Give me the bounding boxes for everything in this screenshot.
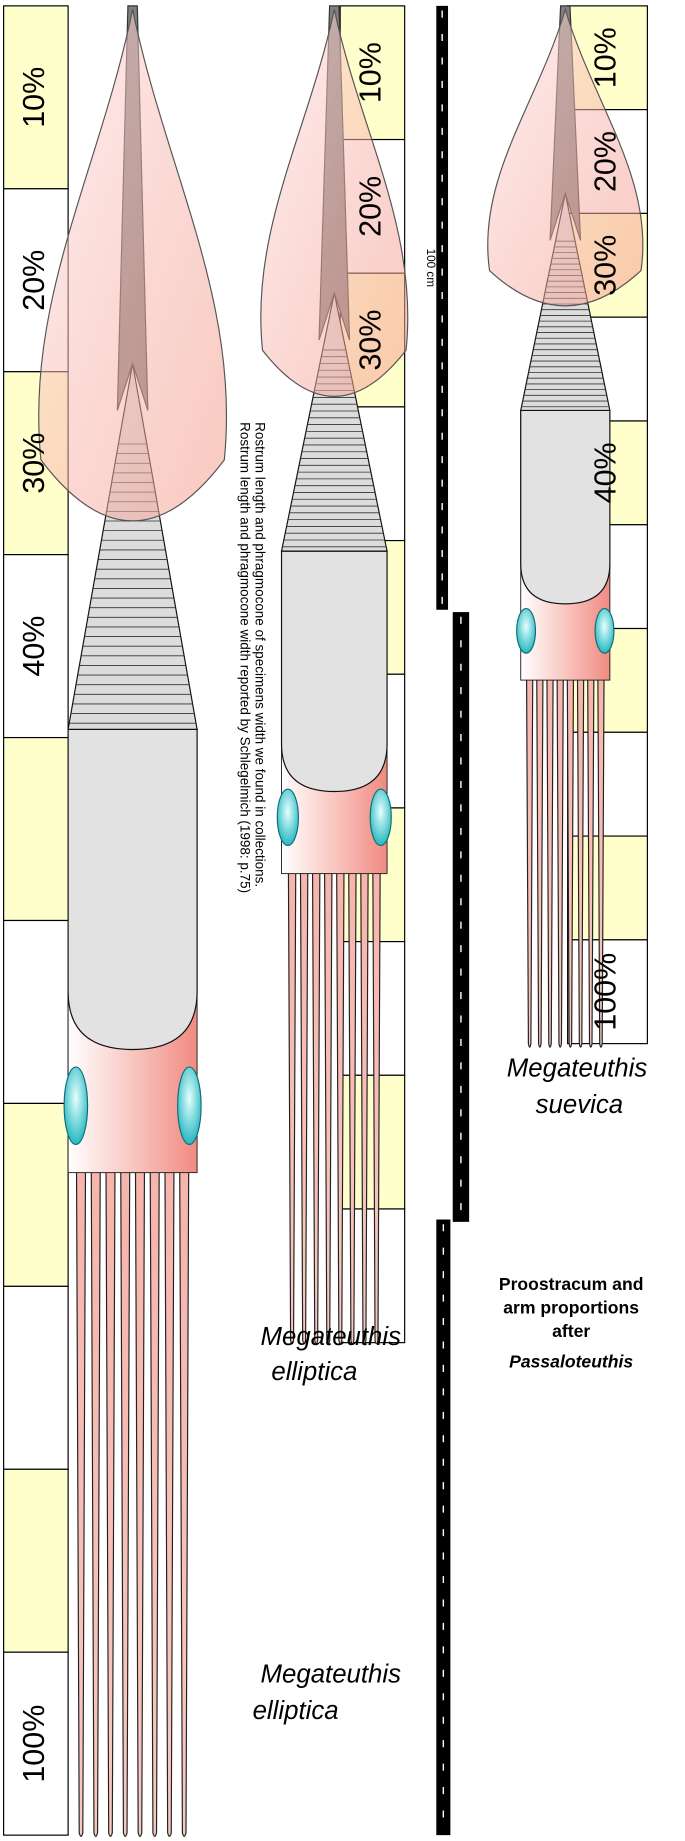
arm <box>525 667 534 1048</box>
fin <box>276 788 299 847</box>
scale-label: 30% <box>17 433 51 494</box>
scale-box <box>3 5 69 190</box>
arm <box>587 667 595 1048</box>
scale-label: 30% <box>353 310 387 371</box>
note-line: Proostracum and <box>499 1274 644 1294</box>
scale-box <box>3 554 69 739</box>
specimens <box>38 5 644 1837</box>
arm <box>576 667 585 1048</box>
scale-box <box>3 736 69 922</box>
arm <box>323 861 333 1345</box>
gladius <box>280 550 388 793</box>
note-line: Passaloteuthis <box>509 1351 633 1371</box>
arm <box>105 1160 116 1837</box>
phragmocone <box>67 363 198 730</box>
scale-bar-label: 100 cm <box>424 249 437 287</box>
arm <box>556 667 564 1048</box>
species-name: elliptica <box>253 1697 339 1725</box>
scale-box <box>3 1285 69 1470</box>
note-line: after <box>552 1321 590 1341</box>
arm <box>597 667 605 1048</box>
arm <box>566 667 575 1048</box>
scale-label: 10% <box>589 27 623 88</box>
scale-bar-segment <box>436 1219 451 1836</box>
phragmocone <box>280 293 388 552</box>
gladius <box>520 409 611 605</box>
fin <box>63 1066 89 1146</box>
scale-label: 100% <box>17 1705 51 1783</box>
fin <box>594 607 615 654</box>
scale-label: 100% <box>589 953 623 1031</box>
arm <box>311 861 321 1345</box>
scale-label: 10% <box>17 67 51 128</box>
scale-bar-segment <box>452 612 470 1222</box>
scale-bar <box>436 5 470 1836</box>
genus-name: Megateuthis <box>261 1323 402 1351</box>
arm <box>179 1160 190 1837</box>
scale-label: 20% <box>17 250 51 311</box>
arm <box>348 861 357 1345</box>
rostrum-outline <box>260 9 409 397</box>
gladius <box>67 728 198 1051</box>
arm <box>120 1160 131 1837</box>
scale-label: 20% <box>353 176 387 237</box>
arm <box>336 861 345 1345</box>
arm <box>360 861 369 1345</box>
species-name: elliptica <box>271 1358 357 1386</box>
caption-line: Rostrum length and phragmocone width rep… <box>237 422 252 893</box>
scale-label: 40% <box>589 442 623 503</box>
fin <box>177 1066 202 1146</box>
genus-name: Megateuthis <box>507 1054 648 1082</box>
scale-box <box>3 919 69 1105</box>
scale-label: 40% <box>17 616 51 677</box>
scale-box <box>3 1102 69 1287</box>
arm <box>75 1160 87 1837</box>
labels: Rostrum length and phragmocone of specim… <box>17 27 647 1782</box>
arm <box>149 1160 160 1837</box>
rostrum-outline <box>38 9 228 522</box>
arm <box>287 861 297 1345</box>
arm <box>90 1160 101 1837</box>
arm <box>372 861 381 1345</box>
genus-name: Megateuthis <box>261 1661 402 1689</box>
scale-label: 30% <box>589 235 623 296</box>
fin <box>369 788 392 847</box>
scale-box <box>3 1468 69 1653</box>
species-name: suevica <box>536 1091 623 1119</box>
note-line: arm proportions <box>503 1297 639 1317</box>
scale-label: 10% <box>353 42 387 103</box>
arm <box>164 1160 175 1837</box>
rostrum-outline <box>487 7 644 307</box>
arm <box>536 667 544 1048</box>
arm <box>546 667 554 1048</box>
caption-line: Rostrum length and phragmocone of specim… <box>253 422 268 887</box>
arm <box>134 1160 146 1837</box>
arm <box>299 861 309 1345</box>
scale-box <box>3 1651 69 1836</box>
scale-label: 20% <box>589 131 623 192</box>
fin <box>516 607 537 654</box>
scale-bar-segment <box>436 5 449 610</box>
